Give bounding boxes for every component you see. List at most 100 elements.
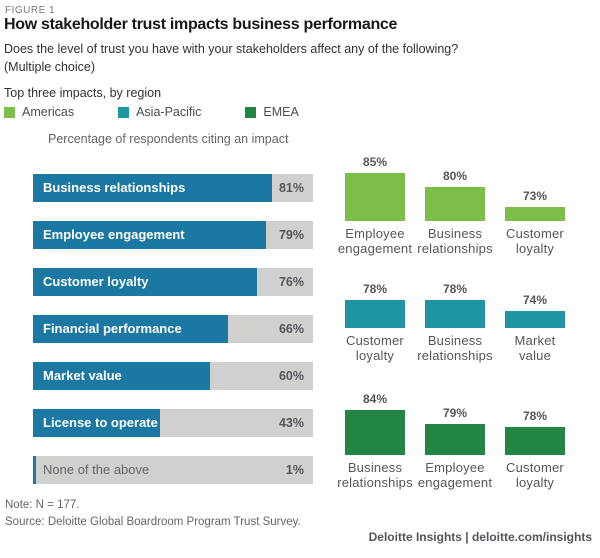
bar-value: 76% xyxy=(278,275,304,289)
category-label-line: loyalty xyxy=(515,241,555,256)
bar-value: 1% xyxy=(285,463,304,477)
region-chart-emea: 84% 79% 78% Business relationships Employee e… xyxy=(337,389,565,490)
mini-bar xyxy=(425,300,485,328)
mini-bar-category-label: Business relationships xyxy=(417,226,492,256)
subtitle: Does the level of trust you have with yo… xyxy=(4,40,458,76)
bar-fill xyxy=(33,456,36,484)
mini-bar-column: 74% xyxy=(505,262,565,328)
mini-bar-category-label: Business relationships xyxy=(337,460,412,490)
mini-bar-category-label: Business relationships xyxy=(417,333,492,363)
bar-row: License to operate 43% xyxy=(33,409,313,437)
mini-bar-column: 73% xyxy=(505,155,565,221)
category-label-line: Market xyxy=(514,333,556,348)
americas-category-labels: Employee engagement Business relationships C… xyxy=(338,226,565,256)
mini-bar-column: 80% xyxy=(425,155,485,221)
category-label-line: relationships xyxy=(417,241,493,256)
category-label-line: Customer xyxy=(506,460,564,475)
note-text: Note: N = 177. xyxy=(5,499,80,511)
legend-item-americas: Americas xyxy=(4,105,74,119)
mini-bar-column: 85% xyxy=(345,155,405,221)
page-title: How stakeholder trust impacts business p… xyxy=(4,16,398,33)
category-label-line: value xyxy=(518,348,552,363)
mini-bar-value: 85% xyxy=(362,155,388,169)
bar-label: License to operate xyxy=(43,415,158,430)
legend-item-emea: EMEA xyxy=(245,105,299,119)
mini-bar-column: 78% xyxy=(425,262,485,328)
mini-bar xyxy=(345,173,405,221)
mini-bar-value: 80% xyxy=(442,169,468,183)
bar-label: Customer loyalty xyxy=(43,274,149,289)
bar-label: Employee engagement xyxy=(43,227,185,242)
mini-bar-category-label: Customer loyalty xyxy=(345,333,405,363)
category-label-line: Customer xyxy=(346,333,404,348)
horizontal-bar-chart: Business relationships 81% Employee engage… xyxy=(33,174,313,503)
legend-title: Top three impacts, by region xyxy=(4,86,162,100)
bar-row: Business relationships 81% xyxy=(33,174,313,202)
legend: Americas Asia-Pacific EMEA xyxy=(4,105,343,119)
category-label-line: Business xyxy=(427,333,483,348)
mini-bar-category-label: Market value xyxy=(505,333,565,363)
legend-item-label: Asia-Pacific xyxy=(136,105,202,119)
bar-value: 66% xyxy=(278,322,304,336)
category-label-line: relationships xyxy=(417,348,493,363)
bar-row: Employee engagement 79% xyxy=(33,221,313,249)
mini-bar-value: 78% xyxy=(362,282,388,296)
category-label-line: Business xyxy=(347,460,403,475)
mini-bar xyxy=(505,207,565,221)
bar-fill xyxy=(33,268,257,296)
bar-label: Business relationships xyxy=(43,180,186,195)
mini-bar-value: 78% xyxy=(442,282,468,296)
mini-bar-value: 78% xyxy=(522,409,548,423)
bar-value: 43% xyxy=(278,416,304,430)
mini-bar-column: 78% xyxy=(345,262,405,328)
bar-value: 79% xyxy=(278,228,304,242)
category-label-line: engagement xyxy=(337,241,413,256)
mini-bar xyxy=(345,410,405,455)
subtitle-line2: (Multiple choice) xyxy=(4,60,96,74)
bar-row: None of the above 1% xyxy=(33,456,313,484)
asia-pacific-category-labels: Customer loyalty Business relationships Mark… xyxy=(345,333,565,363)
category-label-line: relationships xyxy=(337,475,413,490)
region-chart-asia-pacific: 78% 78% 74% Customer loyalty Business relatio… xyxy=(345,262,565,363)
legend-item-label: Americas xyxy=(22,105,75,119)
mini-bar xyxy=(425,424,485,455)
bar-fill xyxy=(33,315,228,343)
emea-category-labels: Business relationships Employee engagement C… xyxy=(337,460,565,490)
mini-bar-column: 79% xyxy=(425,389,485,455)
figure-label: FIGURE 1 xyxy=(5,5,56,16)
mini-bar-value: 74% xyxy=(522,293,548,307)
mini-bar-column: 84% xyxy=(345,389,405,455)
bar-fill xyxy=(33,174,272,202)
mini-bar-value: 73% xyxy=(522,189,548,203)
mini-bar xyxy=(345,300,405,328)
legend-item-label: EMEA xyxy=(263,105,299,119)
mini-bar-value: 84% xyxy=(362,392,388,406)
legend-swatch-icon xyxy=(118,106,130,118)
category-label-line: Employee xyxy=(425,460,485,475)
category-label-line: Business xyxy=(427,226,483,241)
americas-bars: 85% 80% 73% xyxy=(345,155,565,221)
legend-swatch-icon xyxy=(4,106,15,118)
category-label-line: Customer xyxy=(506,226,564,241)
mini-bar-category-label: Employee engagement xyxy=(338,226,412,256)
bar-fill xyxy=(33,362,210,390)
category-label-line: loyalty xyxy=(515,475,555,490)
source-text: Source: Deloitte Global Boardroom Progra… xyxy=(5,516,301,528)
mini-bar-category-label: Customer loyalty xyxy=(505,226,565,256)
bar-fill xyxy=(33,221,266,249)
region-chart-americas: 85% 80% 73% Employee engagement Business rela… xyxy=(338,155,565,256)
bar-label: None of the above xyxy=(43,462,150,477)
deloitte-insights-footer: Deloitte Insights | deloitte.com/insight… xyxy=(368,530,592,544)
bar-fill xyxy=(33,409,160,437)
category-label-line: Employee xyxy=(345,226,405,241)
category-label-line: loyalty xyxy=(355,348,395,363)
mini-bar xyxy=(505,427,565,455)
subtitle-line1: Does the level of trust you have with yo… xyxy=(4,42,459,56)
bar-value: 81% xyxy=(278,181,304,195)
bar-row: Market value 60% xyxy=(33,362,313,390)
asia-pacific-bars: 78% 78% 74% xyxy=(345,262,565,328)
axis-caption: Percentage of respondents citing an impa… xyxy=(48,132,289,146)
emea-bars: 84% 79% 78% xyxy=(345,389,565,455)
bar-label: Financial performance xyxy=(43,321,182,336)
